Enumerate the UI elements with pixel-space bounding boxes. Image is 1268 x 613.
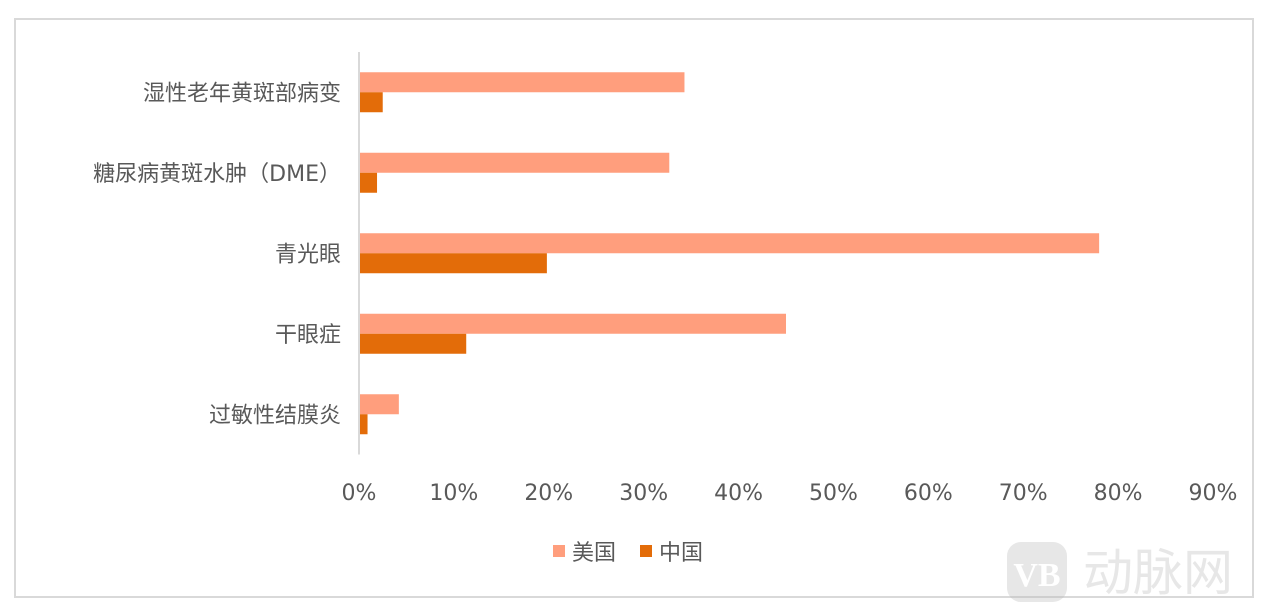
bar-us: [359, 152, 670, 173]
category-label: 青光眼: [275, 242, 341, 267]
watermark-logo: VB 动脉网: [1007, 542, 1233, 602]
x-tick-label: 70%: [999, 481, 1048, 506]
bar-china: [359, 172, 378, 193]
bar-us: [359, 233, 1100, 254]
bar-us: [359, 394, 399, 415]
category-label: 干眼症: [275, 323, 341, 348]
x-tick-label: 50%: [809, 481, 858, 506]
legend-swatch: [640, 545, 652, 557]
x-tick-label: 10%: [429, 481, 478, 506]
svg-text:动脉网: 动脉网: [1083, 544, 1233, 602]
x-tick-label: 40%: [714, 481, 763, 506]
chart-frame: [14, 18, 1254, 598]
bar-us: [359, 72, 685, 93]
bar-china: [359, 92, 383, 113]
legend-swatch: [553, 545, 565, 557]
bar-china: [359, 414, 368, 435]
x-tick-label: 20%: [524, 481, 573, 506]
category-label: 湿性老年黄斑部病变: [143, 81, 341, 106]
x-tick-label: 90%: [1189, 481, 1238, 506]
x-tick-label: 60%: [904, 481, 953, 506]
bar-china: [359, 253, 547, 274]
legend-label: 美国: [572, 541, 616, 566]
bar-china: [359, 333, 467, 354]
legend-label: 中国: [659, 541, 703, 566]
x-tick-label: 0%: [342, 481, 377, 506]
x-tick-label: 30%: [619, 481, 668, 506]
category-label: 糖尿病黄斑水肿（DME）: [93, 162, 341, 187]
bar-us: [359, 313, 786, 334]
x-tick-label: 80%: [1094, 481, 1143, 506]
watermark: VB 动脉网: [1005, 538, 1265, 606]
svg-text:VB: VB: [1013, 557, 1060, 594]
category-label: 过敏性结膜炎: [209, 403, 341, 428]
